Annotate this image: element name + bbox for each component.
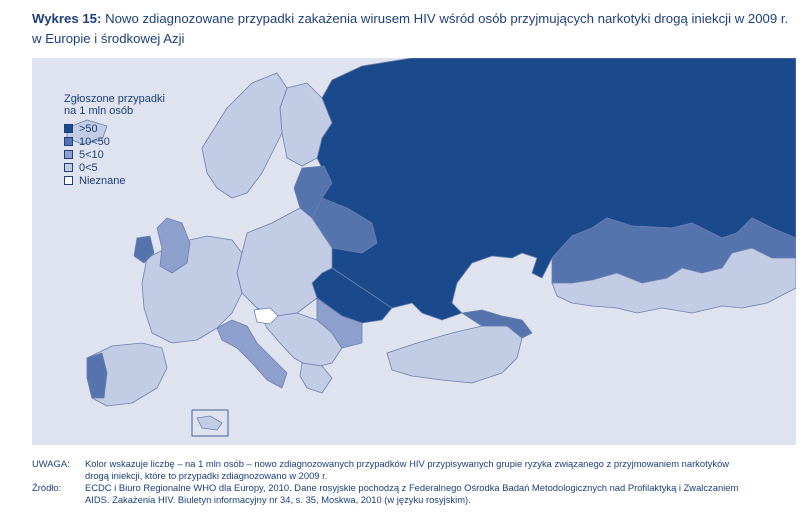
region-balkans (256, 307, 343, 369)
region-unknown-austria (253, 307, 279, 325)
chart-title-line2: w Europie i środkowej Azji (32, 31, 185, 46)
legend-swatch (64, 176, 73, 185)
legend-label: >50 (79, 122, 98, 135)
chart-title: Wykres 15: Nowo zdiagnozowane przypadki … (32, 11, 788, 26)
region-central-asia (551, 247, 796, 314)
note-uwaga-line2: drogą iniekcji, które to przypadki zdiag… (85, 470, 328, 481)
legend-swatch (64, 124, 73, 133)
chart-title-line1: Nowo zdiagnozowane przypadki zakażenia w… (105, 11, 789, 26)
region-scandinavia (201, 72, 288, 199)
legend-title-line2: na 1 mln osób (64, 105, 134, 117)
region-greece (299, 362, 333, 394)
region-italy (216, 319, 288, 389)
note-zrodlo-line2: AIDS. Zakażenia HIV. Biuletyn informacyj… (85, 494, 471, 505)
note-zrodlo-line1: ECDC i Biuro Regionalne WHO dla Europy, … (85, 482, 739, 493)
note-uwaga-label: UWAGA: (32, 458, 70, 469)
note-uwaga-line1: Kolor wskazuje liczbę – na 1 mln osób – … (85, 458, 730, 469)
legend-swatch (64, 150, 73, 159)
legend-title: Zgłoszone przypadki na 1 mln osób (64, 93, 214, 117)
legend-item: >50 (64, 122, 214, 135)
map-frame (32, 58, 796, 445)
legend-item: 0<5 (64, 161, 214, 174)
map-legend: Zgłoszone przypadki na 1 mln osób >50 10… (64, 93, 214, 187)
note-zrodlo-label: Źródło: (32, 482, 62, 493)
region-romania (316, 297, 363, 349)
region-caucasus (461, 309, 533, 339)
legend-swatch (64, 137, 73, 146)
note-zrodlo-cont: AIDS. Zakażenia HIV. Biuletyn informacyj… (32, 494, 802, 506)
region-malta-inset (196, 415, 223, 431)
legend-item: Nieznane (64, 174, 214, 187)
malta-inset-box (191, 409, 229, 437)
note-zrodlo: Źródło: ECDC i Biuro Regionalne WHO dla … (32, 482, 802, 494)
europe-asia-map (66, 58, 796, 437)
legend-item: 5<10 (64, 148, 214, 161)
legend-item: 10<50 (64, 135, 214, 148)
region-portugal (86, 352, 108, 399)
legend-label: 5<10 (79, 148, 104, 161)
region-uk (156, 217, 191, 274)
legend-label: 10<50 (79, 135, 110, 148)
legend-title-line1: Zgłoszone przypadki (64, 93, 165, 105)
region-ireland (133, 235, 155, 264)
region-turkey (386, 325, 523, 384)
note-uwaga: UWAGA: Kolor wskazuje liczbę – na 1 mln … (32, 458, 802, 470)
chart-title-prefix: Wykres 15: (32, 11, 102, 26)
legend-label: 0<5 (79, 161, 98, 174)
footnotes: UWAGA: Kolor wskazuje liczbę – na 1 mln … (32, 458, 802, 506)
legend-label: Nieznane (79, 174, 126, 187)
legend-swatch (64, 163, 73, 172)
region-baltics (293, 165, 333, 219)
note-uwaga-cont: drogą iniekcji, które to przypadki zdiag… (32, 470, 802, 482)
